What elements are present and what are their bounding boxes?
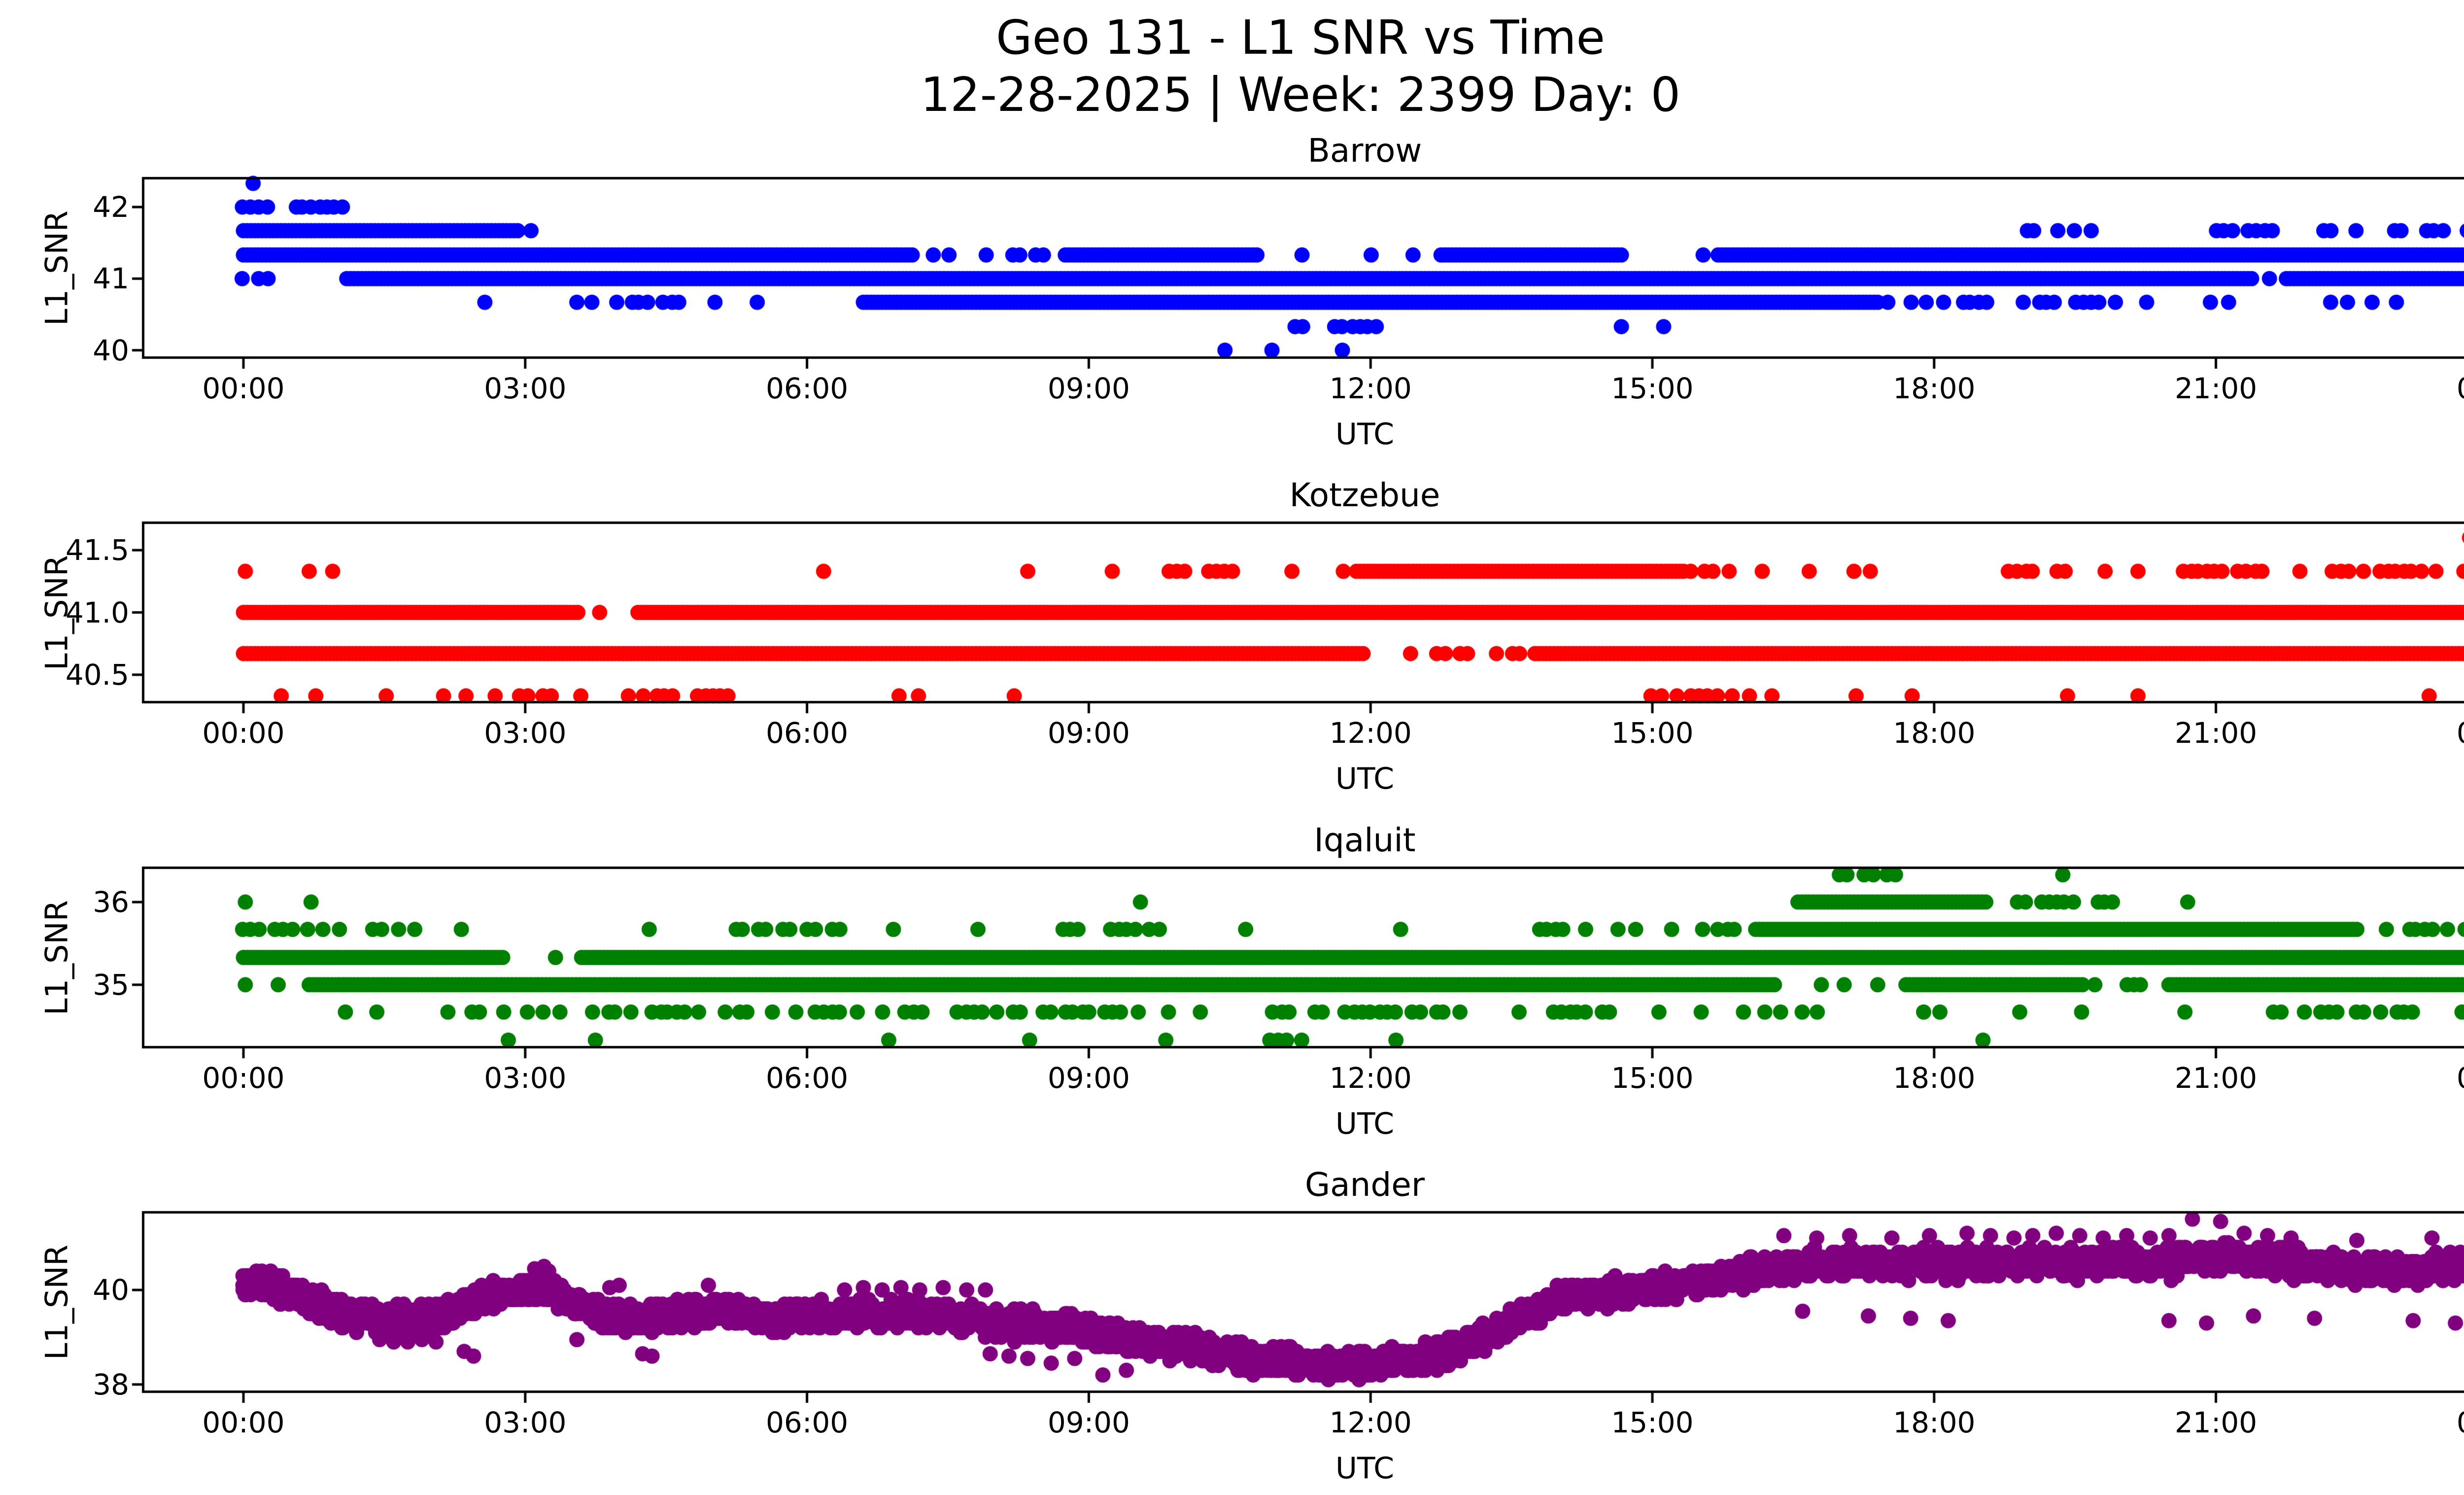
x-tick-label: 18:00 [1893,716,1976,750]
y-tick-label: 40.5 [65,658,129,692]
x-tick-label: 00:00 [2399,716,2464,750]
y-tick-label: 38 [93,1367,129,1401]
x-tick-label: 00:00 [202,1406,285,1439]
x-tick-label: 03:00 [484,1061,567,1095]
x-axis-label-barrow: UTC [1335,417,1394,452]
x-tick-label: 15:00 [1611,1406,1694,1439]
kotzebue-scatter-canvas [0,509,2464,726]
x-tick-label: 18:00 [1893,372,1976,405]
x-tick-label: 21:00 [2175,372,2258,405]
x-axis-label-iqaluit: UTC [1335,1107,1394,1141]
x-tick-label: 00:00 [2399,1406,2464,1439]
barrow-scatter-canvas [0,165,2464,381]
y-tick-label: 40 [93,333,129,367]
y-tick-label: 35 [93,968,129,1002]
figure-title: Geo 131 - L1 SNR vs Time 12-28-2025 | We… [0,10,2464,124]
x-tick-label: 00:00 [2399,1061,2464,1095]
iqaluit-scatter-canvas [0,854,2464,1071]
x-tick-label: 00:00 [202,372,285,405]
x-tick-label: 21:00 [2175,1406,2258,1439]
x-tick-label: 12:00 [1329,716,1412,750]
x-tick-label: 06:00 [766,716,849,750]
x-tick-label: 06:00 [766,372,849,405]
x-tick-label: 15:00 [1611,1061,1694,1095]
x-tick-label: 00:00 [202,716,285,750]
y-tick-label: 41.0 [65,595,129,629]
x-tick-label: 15:00 [1611,372,1694,405]
x-tick-label: 15:00 [1611,716,1694,750]
x-tick-label: 03:00 [484,372,567,405]
x-tick-label: 21:00 [2175,716,2258,750]
x-tick-label: 06:00 [766,1406,849,1439]
y-tick-label: 36 [93,885,129,919]
x-axis-label-kotzebue: UTC [1335,762,1394,796]
x-tick-label: 03:00 [484,716,567,750]
x-tick-label: 12:00 [1329,372,1412,405]
x-tick-label: 09:00 [1047,1406,1130,1439]
subplot-title-gander: Gander [1304,1166,1425,1204]
subplot-title-iqaluit: Iqaluit [1314,821,1416,859]
y-tick-label: 41 [93,262,129,296]
x-tick-label: 00:00 [202,1061,285,1095]
subplot-title-kotzebue: Kotzebue [1289,476,1440,514]
x-tick-label: 00:00 [2399,372,2464,405]
y-tick-label: 41.5 [65,533,129,567]
subplot-title-barrow: Barrow [1307,132,1422,170]
x-tick-label: 03:00 [484,1406,567,1439]
figure-title-line2: 12-28-2025 | Week: 2399 Day: 0 [920,68,1681,122]
x-tick-label: 12:00 [1329,1406,1412,1439]
gander-scatter-canvas [0,1199,2464,1415]
x-axis-label-gander: UTC [1335,1451,1394,1486]
figure-title-line1: Geo 131 - L1 SNR vs Time [996,11,1605,65]
x-tick-label: 21:00 [2175,1061,2258,1095]
y-tick-label: 40 [93,1273,129,1307]
x-tick-label: 09:00 [1047,372,1130,405]
x-tick-label: 12:00 [1329,1061,1412,1095]
x-tick-label: 09:00 [1047,1061,1130,1095]
x-tick-label: 18:00 [1893,1061,1976,1095]
x-tick-label: 18:00 [1893,1406,1976,1439]
x-tick-label: 09:00 [1047,716,1130,750]
x-tick-label: 06:00 [766,1061,849,1095]
y-tick-label: 42 [93,190,129,224]
